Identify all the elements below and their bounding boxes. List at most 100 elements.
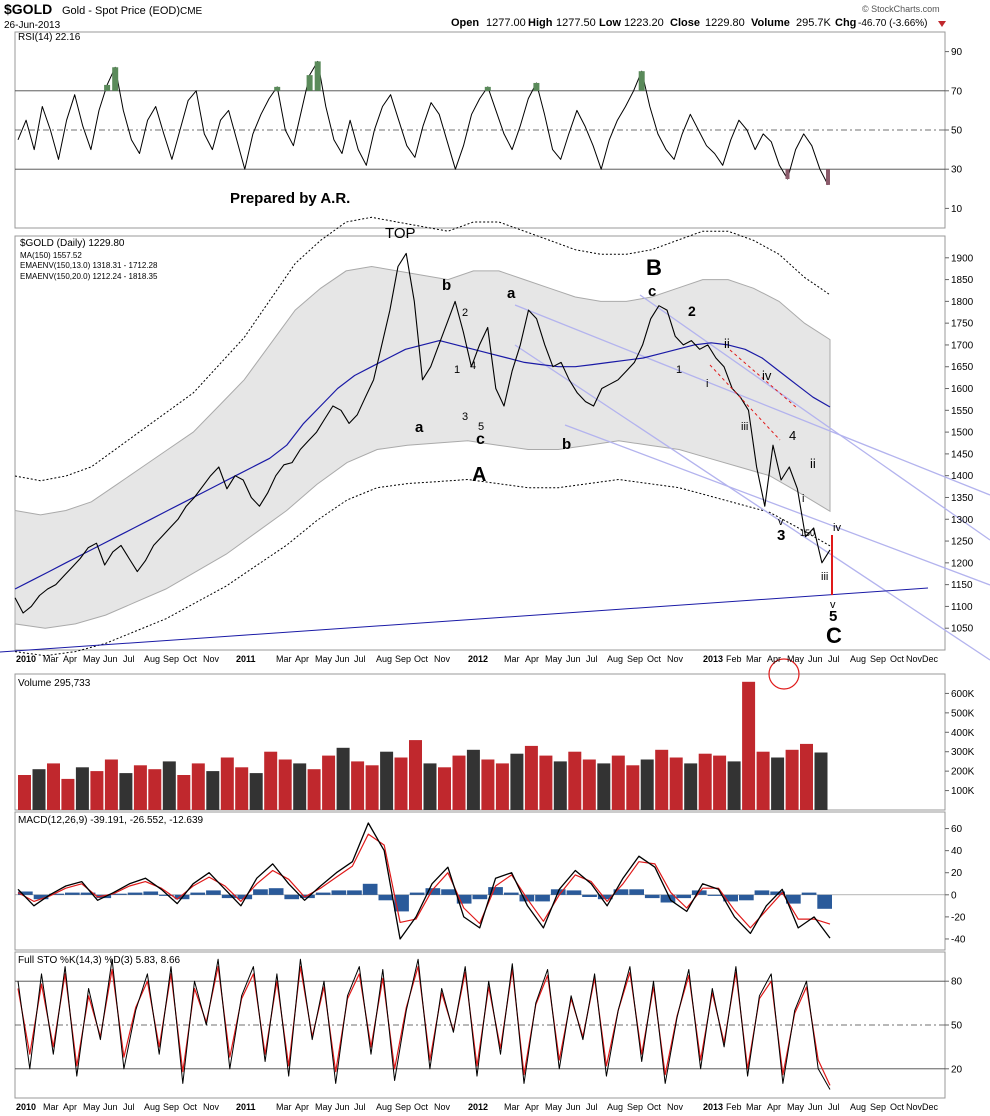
time-axis-label: Apr: [767, 1102, 781, 1112]
macd-histogram-bar: [754, 890, 770, 895]
volume-bar: [524, 745, 538, 810]
macd-histogram-bar: [801, 892, 817, 895]
wave-annotation: a: [415, 419, 424, 436]
time-axis-label: Apr: [767, 654, 781, 664]
time-axis-label: Oct: [890, 654, 905, 664]
volume-bar: [452, 755, 466, 810]
time-axis-label: Jun: [566, 654, 581, 664]
exchange: CME: [180, 6, 203, 17]
volume-bar: [249, 773, 263, 810]
volume-value: 295.7K: [796, 17, 832, 29]
y-tick-label: 1300: [951, 515, 974, 526]
y-tick-label: 70: [951, 86, 963, 97]
volume-bar: [206, 771, 220, 810]
prepared-note: Prepared by A.R.: [230, 190, 350, 207]
rsi-overbought-fill: [274, 86, 281, 91]
volume-bar: [611, 755, 625, 810]
volume-bar: [409, 740, 422, 810]
time-axis-label: 2013: [703, 654, 723, 664]
time-axis-label: May: [787, 654, 805, 664]
macd-histogram-bar: [409, 892, 425, 895]
y-tick-label: 50: [951, 1021, 963, 1032]
instrument-name: Gold - Spot Price (EOD): [62, 5, 180, 17]
volume-bar: [771, 757, 785, 810]
time-axis-label: Mar: [276, 654, 292, 664]
volume-label: Volume: [751, 17, 790, 29]
macd-histogram-bar: [300, 894, 315, 899]
time-axis-label: Apr: [525, 654, 539, 664]
rsi-panel: RSI(14) 22.16 Prepared by A.R. 10 30 50 70 9…: [15, 32, 963, 215]
y-tick-label: 30: [951, 165, 963, 176]
time-axis-label: 2013: [703, 1102, 723, 1112]
volume-bar: [351, 761, 365, 810]
volume-bar: [800, 743, 813, 810]
volume-bar: [495, 763, 509, 810]
volume-frame: [14, 673, 946, 811]
time-axis-label: Nov: [667, 1102, 684, 1112]
y-tick-label: 50: [951, 126, 963, 137]
time-axis-label: Sep: [627, 1102, 643, 1112]
high-value: 1277.50: [556, 17, 596, 29]
macd-histogram-bar: [582, 894, 597, 897]
macd-histogram-bar: [159, 894, 174, 896]
volume-bar: [119, 773, 133, 810]
macd-histogram-bar: [394, 894, 409, 912]
time-axis-label: 2012: [468, 1102, 488, 1112]
macd-histogram-bar: [190, 892, 206, 895]
low-label: Low: [599, 17, 621, 29]
time-axis-label: 2011: [236, 654, 256, 664]
time-axis-label: 2010: [16, 654, 36, 664]
y-tick-label: 1650: [951, 362, 974, 373]
time-axis-label: Aug: [144, 1102, 160, 1112]
macd-histogram-bar: [707, 894, 723, 896]
time-axis-label: May: [83, 1102, 101, 1112]
macd-histogram-bar: [786, 894, 801, 904]
price-frame: [14, 235, 946, 651]
time-axis-label: Sep: [395, 1102, 411, 1112]
volume-spike-circle: [768, 658, 800, 690]
macd-histogram-bar: [18, 891, 33, 895]
time-axis-label: Jun: [335, 1102, 350, 1112]
rsi-title: RSI(14) 22.16: [18, 32, 81, 43]
time-axis-label: Oct: [183, 654, 198, 664]
volume-bar: [742, 681, 756, 810]
wave-annotation: 3: [462, 411, 468, 423]
rsi-oversold-fill: [785, 169, 790, 179]
y-tick-label: 1150: [951, 580, 973, 591]
volume-bar: [18, 775, 31, 810]
watermark: © StockCharts.com: [862, 4, 940, 14]
y-tick-label: 1250: [951, 537, 974, 548]
time-axis-label: Mar: [746, 1102, 762, 1112]
time-axis-label: Mar: [746, 654, 762, 664]
wave-annotation: 4: [789, 428, 796, 443]
y-tick-label: -20: [951, 912, 966, 923]
wave-annotation: ii: [724, 336, 730, 351]
time-axis-label: Nov: [434, 1102, 451, 1112]
volume-bar: [510, 753, 524, 810]
wave-annotation: C: [826, 623, 842, 648]
wave-annotation: A: [472, 464, 486, 486]
time-axis-label: Oct: [414, 654, 429, 664]
macd-histogram-bar: [80, 892, 96, 895]
sto-k-line: [17, 958, 831, 1090]
macd-histogram-bar: [488, 887, 503, 895]
macd-histogram-bar: [221, 894, 237, 899]
y-tick-label: 1100: [951, 602, 973, 613]
rsi-line: [17, 60, 829, 186]
macd-histogram-bar: [347, 890, 362, 895]
time-axis-label: Jun: [103, 654, 118, 664]
time-axis-label: Aug: [144, 654, 160, 664]
wave-annotation: b: [442, 277, 451, 294]
time-axis-label: Jul: [123, 1102, 135, 1112]
macd-histogram-bar: [33, 894, 49, 900]
macd-histogram-bar: [597, 894, 613, 900]
volume-bar: [177, 775, 191, 810]
macd-histogram-bar: [268, 888, 284, 895]
wave-annotation: B: [646, 255, 662, 280]
time-axis-label: Sep: [163, 654, 179, 664]
chart-header: $GOLD Gold - Spot Price (EOD) CME 26-Jun…: [4, 1, 946, 31]
wave-annotation: v: [830, 599, 836, 611]
time-axis-label: Nov: [906, 654, 923, 664]
y-tick-label: 1900: [951, 253, 974, 264]
volume-bar: [47, 763, 60, 810]
